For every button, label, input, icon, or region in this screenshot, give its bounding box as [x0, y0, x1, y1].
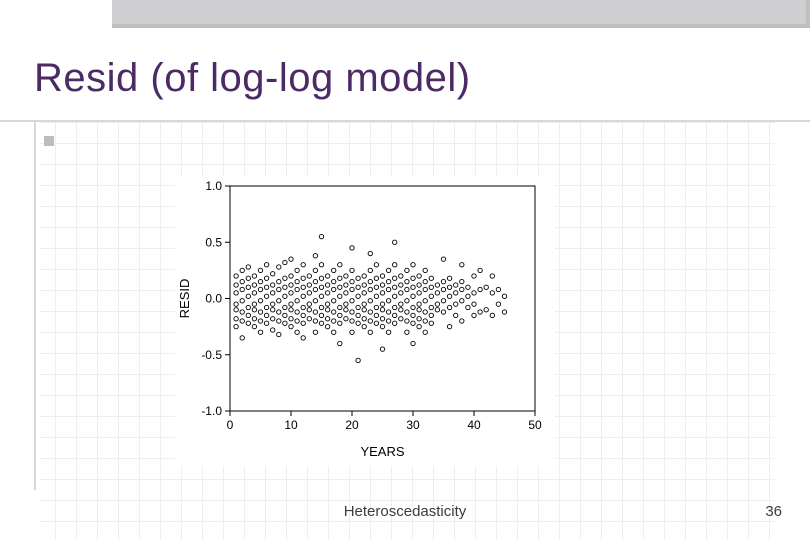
- page-title: Resid (of log-log model): [34, 56, 471, 101]
- svg-text:0: 0: [227, 418, 234, 432]
- svg-text:YEARS: YEARS: [360, 444, 404, 459]
- svg-text:40: 40: [467, 418, 481, 432]
- svg-text:RESID: RESID: [177, 279, 192, 319]
- svg-text:30: 30: [406, 418, 420, 432]
- slide: Resid (of log-log model) 0 10 20 30 40 50 -1.0…: [0, 0, 810, 540]
- svg-text:50: 50: [528, 418, 542, 432]
- svg-text:20: 20: [345, 418, 359, 432]
- residuals-scatter-chart: 0 10 20 30 40 50 -1.0 -0.5 0.0 0.5 1.0 YEARS RESID: [175, 176, 555, 466]
- svg-text:-0.5: -0.5: [201, 348, 222, 362]
- footer-label: Heteroscedasticity: [344, 503, 467, 520]
- svg-text:-1.0: -1.0: [201, 404, 222, 418]
- svg-text:10: 10: [284, 418, 298, 432]
- bullet-icon: [44, 136, 54, 146]
- svg-text:0.0: 0.0: [205, 292, 222, 306]
- svg-text:1.0: 1.0: [205, 179, 222, 193]
- slide-vertical-rule: [34, 122, 36, 490]
- slide-topbar: [112, 0, 810, 28]
- chart-svg: 0 10 20 30 40 50 -1.0 -0.5 0.0 0.5 1.0 YEARS RESID: [175, 176, 555, 466]
- svg-text:0.5: 0.5: [205, 235, 222, 249]
- page-number: 36: [765, 503, 782, 520]
